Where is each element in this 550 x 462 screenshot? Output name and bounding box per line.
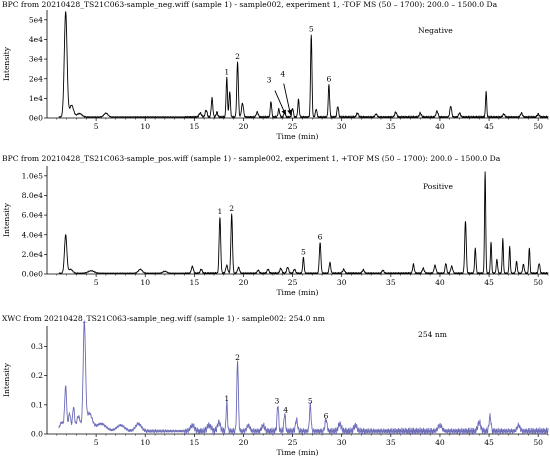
y-axis-label: Intensity [2,202,11,237]
y-tick-label: 2.0e4 [22,250,44,259]
y-tick-label: 0.1 [31,400,43,409]
peak-label: 6 [324,411,329,420]
y-tick-label: 0.0 [31,430,43,439]
mode-label: Negative [418,26,453,35]
x-tick-label: 30 [337,278,347,287]
peak-arrowhead [281,109,286,116]
chromatogram-trace [58,11,549,119]
y-tick-label: 0.2 [31,371,43,380]
x-tick-label: 30 [337,122,347,131]
y-tick-label: 0e0 [29,114,43,123]
chromatogram-trace [58,320,549,435]
peak-label: 3 [267,76,272,85]
x-tick-label: 45 [484,278,494,287]
x-tick-label: 30 [337,438,347,447]
y-tick-label: 8.0e4 [22,191,44,200]
x-tick-label: 10 [140,438,150,447]
y-tick-label: 6.0e4 [22,211,44,220]
x-tick-label: 5 [94,278,99,287]
mode-label: 254 nm [418,330,447,339]
panel-title: XWC from 20210428_TS21C063-sample_neg.wi… [2,314,325,323]
mode-label: Positive [423,182,453,191]
peak-arrow [283,83,292,116]
x-tick-label: 15 [190,278,200,287]
x-tick-label: 40 [435,122,445,131]
peak-label: 1 [217,207,222,216]
peak-label: 4 [283,405,288,414]
x-tick-label: 25 [288,122,298,131]
y-tick-label: 5e4 [29,15,43,24]
x-tick-label: 40 [435,278,445,287]
x-tick-label: 50 [533,122,543,131]
y-tick-label: 1.0e5 [22,171,44,180]
y-axis-label: Intensity [2,46,11,81]
x-tick-label: 20 [239,122,249,131]
x-tick-label: 50 [533,438,543,447]
peak-label: 4 [280,70,285,79]
x-tick-label: 35 [386,122,396,131]
x-tick-label: 25 [288,278,298,287]
chart-text: 5 10 15 20 25 30 35 40 45 500e01e42e43e44e45e4BPC… [2,0,543,457]
peak-label: 6 [327,75,332,84]
x-tick-label: 20 [239,278,249,287]
chromatogram-traces [58,11,549,435]
peak-label: 2 [235,353,240,362]
peak-arrowhead [287,109,292,116]
x-axis-label: Time (min) [276,132,318,141]
y-tick-label: 0.0e0 [22,270,44,279]
y-tick-label: 4e4 [29,35,43,44]
plot-frames [44,10,549,437]
y-tick-label: 3e4 [29,55,43,64]
x-tick-label: 40 [435,438,445,447]
x-tick-label: 20 [239,438,249,447]
peak-label: 1 [224,68,229,77]
x-tick-label: 35 [386,278,396,287]
x-axis-label: Time (min) [276,448,318,457]
x-tick-label: 5 [94,122,99,131]
peak-label: 2 [235,52,240,61]
y-axis-label: Intensity [2,362,11,397]
panel-title: BPC from 20210428_TS21C063-sample_pos.wi… [2,154,501,163]
x-tick-label: 45 [484,122,494,131]
x-tick-label: 25 [288,438,298,447]
y-tick-label: 0.3 [31,342,43,351]
panel-title: BPC from 20210428_TS21C063-sample_neg.wi… [2,0,498,9]
x-axis-label: Time (min) [276,288,318,297]
x-tick-label: 15 [190,438,200,447]
y-tick-label: 2e4 [29,74,43,83]
chromatogram-trace [58,171,549,275]
peak-label: 1 [224,394,229,403]
x-tick-label: 5 [94,438,99,447]
peak-label: 6 [318,233,323,242]
x-tick-label: 15 [190,122,200,131]
peak-label: 2 [229,204,234,213]
x-tick-label: 10 [140,122,150,131]
x-tick-label: 50 [533,278,543,287]
x-tick-label: 45 [484,438,494,447]
y-tick-label: 4.0e4 [22,230,44,239]
peak-label: 5 [301,247,306,256]
peak-label: 5 [308,397,313,406]
x-tick-label: 10 [140,278,150,287]
x-tick-label: 35 [386,438,396,447]
y-tick-label: 1e4 [29,94,43,103]
peak-label: 5 [309,25,314,34]
peak-label: 3 [274,397,279,406]
